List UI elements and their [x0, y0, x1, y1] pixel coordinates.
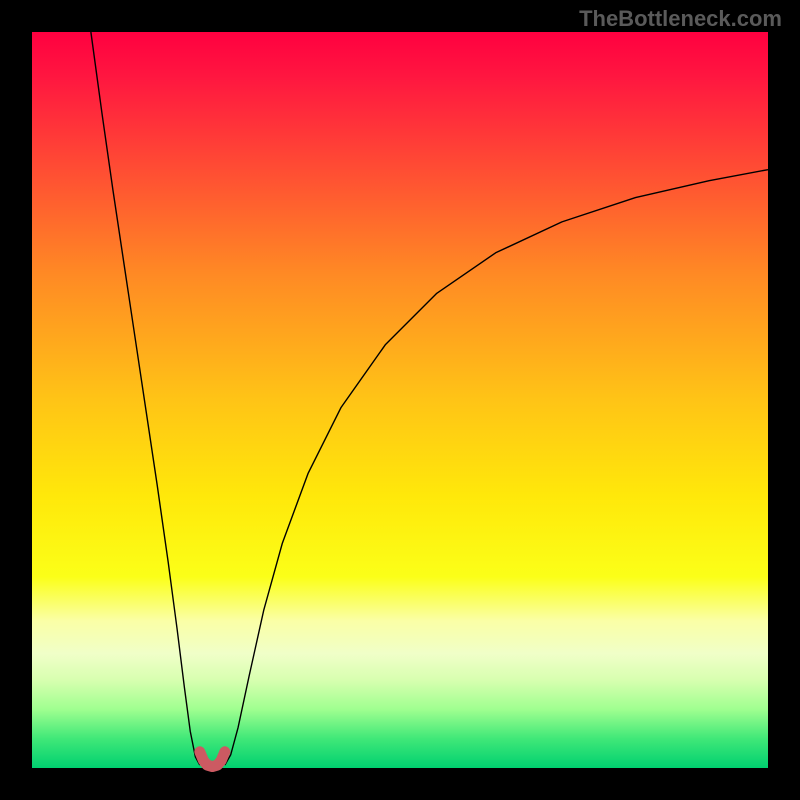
plot-background: [32, 32, 768, 768]
chart-svg: [0, 0, 800, 800]
bottleneck-chart: [0, 0, 800, 800]
watermark-text: TheBottleneck.com: [579, 6, 782, 32]
